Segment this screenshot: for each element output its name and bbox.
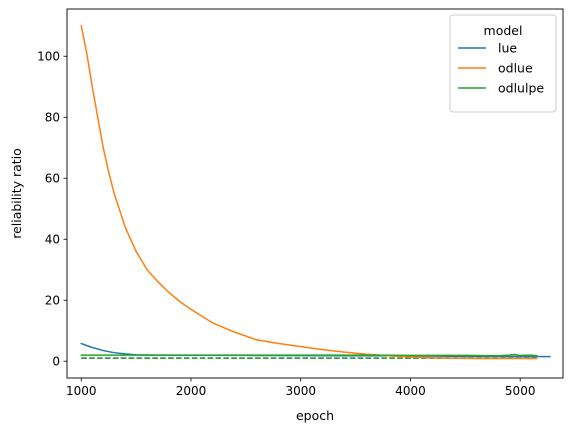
series-line-odlue [80,24,538,360]
series-lines [80,24,551,360]
y-tick-label: 40 [45,232,60,246]
x-axis-label: epoch [296,408,334,423]
x-tick-label: 1000 [66,384,97,398]
plot-frame [66,8,564,379]
legend-title: model [484,23,523,38]
series-line-odlulpe [80,353,538,357]
x-tick-label: 5000 [505,384,536,398]
y-tick-label: 60 [45,171,60,185]
y-axis-label: reliability ratio [9,148,24,239]
x-tick-label: 3000 [285,384,316,398]
x-axis-ticks: 1000 2000 3000 4000 5000 [66,378,535,398]
y-tick-label: 0 [52,354,60,368]
y-axis-ticks: 0 20 40 60 80 100 [37,49,67,368]
x-tick-label: 2000 [176,384,207,398]
legend-label-lue: lue [498,41,517,56]
legend-entries: lue odlue odlulpe [458,41,544,96]
y-tick-label: 100 [37,49,60,63]
legend: model lue odlue odlulpe [449,14,557,113]
y-tick-label: 20 [45,293,60,307]
legend-label-odlulpe: odlulpe [498,81,544,96]
legend-label-odlue: odlue [498,61,533,76]
x-tick-label: 4000 [395,384,426,398]
y-tick-label: 80 [45,110,60,124]
